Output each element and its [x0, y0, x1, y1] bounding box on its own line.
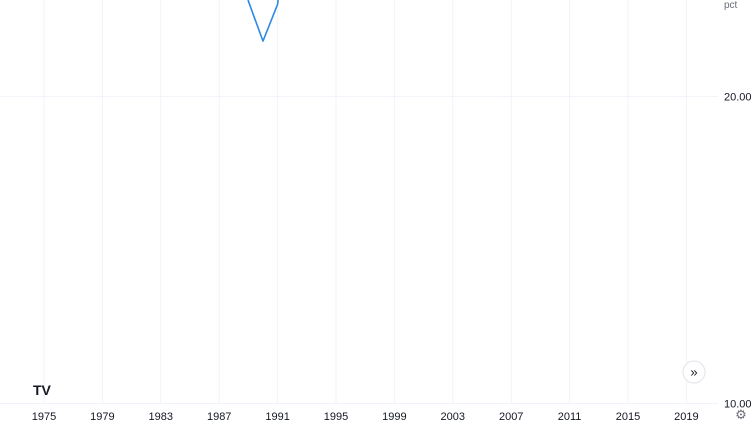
grid	[0, 0, 718, 404]
x-tick-label: 1991	[265, 411, 289, 423]
y-tick-label: 20.00	[724, 91, 752, 103]
x-tick-label: 2019	[674, 411, 698, 423]
x-tick-label: 2011	[558, 411, 582, 423]
y-unit-label: pct	[724, 0, 738, 11]
series-layer	[29, 0, 715, 41]
x-tick-label: 2007	[499, 411, 523, 423]
x-axis: 1975 1979 1983 1987 1991 1995 1999 2003 2007 2011…	[32, 411, 699, 423]
double-chevron-right-icon[interactable]: »	[690, 365, 697, 380]
scroll-to-latest-button[interactable]: »	[683, 361, 705, 383]
gear-icon[interactable]: ⚙	[735, 407, 747, 422]
x-tick-label: 1999	[382, 411, 406, 423]
logo: TV	[33, 382, 52, 398]
logo-text: TV	[33, 382, 52, 398]
x-tick-label: 1987	[207, 411, 231, 423]
x-tick-label: 1983	[149, 411, 173, 423]
series-line	[29, 0, 715, 41]
x-tick-label: 2003	[441, 411, 465, 423]
x-tick-label: 1995	[324, 411, 348, 423]
y-axis: pct 10.0020.0030.0040.0050.0060.0070.008…	[724, 0, 754, 411]
x-tick-label: 2015	[616, 411, 640, 423]
x-tick-label: 1979	[90, 411, 114, 423]
x-tick-label: 1975	[32, 411, 56, 423]
